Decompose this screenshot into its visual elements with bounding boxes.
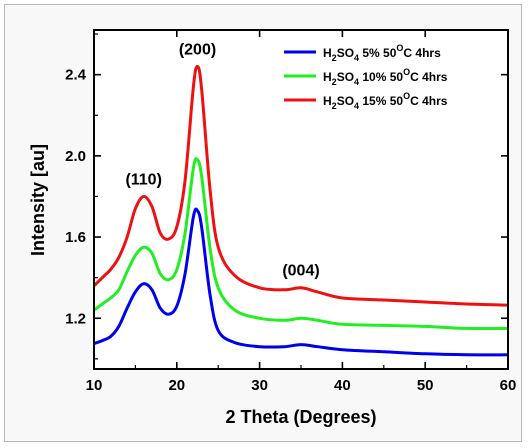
peak-annotation: (200) bbox=[179, 41, 216, 58]
y-tick-label: 1.6 bbox=[65, 229, 86, 246]
x-tick-label: 30 bbox=[251, 377, 268, 394]
x-axis-label: 2 Theta (Degrees) bbox=[225, 407, 376, 427]
peak-annotation: (004) bbox=[282, 263, 319, 280]
legend-label-2: H2SO4 10% 50OC 4hrs bbox=[323, 67, 448, 87]
x-tick-label: 60 bbox=[500, 377, 517, 394]
peak-annotation: (110) bbox=[125, 171, 161, 188]
y-tick-label: 1.2 bbox=[65, 310, 86, 327]
x-tick-label: 50 bbox=[417, 377, 434, 394]
y-tick-label: 2.4 bbox=[65, 67, 87, 84]
x-tick-label: 20 bbox=[168, 377, 185, 394]
x-tick-label: 10 bbox=[86, 377, 103, 394]
series-line-3 bbox=[92, 64, 509, 307]
y-axis-label: Intensity [au] bbox=[28, 144, 48, 256]
x-tick-label: 40 bbox=[334, 377, 351, 394]
legend-label-3: H2SO4 15% 50OC 4hrs bbox=[323, 91, 448, 111]
legend-label-1: H2SO4 5% 50OC 4hrs bbox=[323, 43, 441, 63]
series-line-2 bbox=[93, 157, 509, 331]
series-line-1 bbox=[93, 207, 509, 357]
y-tick-label: 2.0 bbox=[65, 148, 86, 165]
